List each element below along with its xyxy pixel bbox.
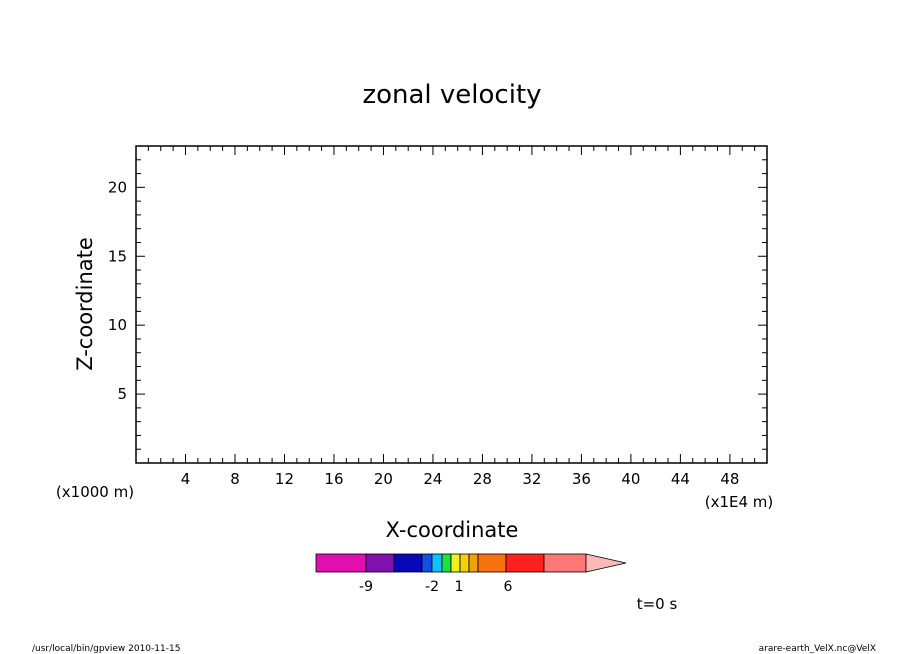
time-label: t=0 s xyxy=(637,595,678,613)
colorbar-segment xyxy=(450,553,461,573)
footer-left: /usr/local/bin/gpview 2010-11-15 xyxy=(32,644,180,654)
x-units-label: (x1E4 m) xyxy=(705,493,774,511)
y-tick-label: 20 xyxy=(108,178,127,196)
x-tick-labels: 4 8 12 16 20 24 28 32 36 40 44 48 xyxy=(181,470,740,488)
colorbar-segment xyxy=(441,553,452,573)
colorbar-extend-arrow xyxy=(585,553,627,573)
x-tick-label: 24 xyxy=(423,470,442,488)
x-tick-label: 40 xyxy=(621,470,640,488)
footer-right: arare-earth_VelX.nc@VelX xyxy=(759,644,876,654)
x-axis-ticks xyxy=(147,146,756,463)
colorbar-tick-label: 1 xyxy=(455,579,464,595)
y-tick-label: 10 xyxy=(108,316,127,334)
x-axis-label: X-coordinate xyxy=(386,518,519,542)
plot-frame xyxy=(135,145,768,464)
colorbar-tick-label: -9 xyxy=(359,579,373,595)
colorbar-segment xyxy=(459,553,470,573)
colorbar-segment xyxy=(505,553,545,573)
x-tick-label: 48 xyxy=(720,470,739,488)
colorbar-segment xyxy=(543,553,587,573)
colorbar xyxy=(315,553,627,573)
x-tick-label: 8 xyxy=(230,470,240,488)
y-axis-ticks xyxy=(136,159,767,450)
y-units-label: (x1000 m) xyxy=(56,483,134,501)
colorbar-segment xyxy=(365,553,395,573)
colorbar-tick-label: -2 xyxy=(425,579,439,595)
chart-title: zonal velocity xyxy=(362,80,541,110)
colorbar-segment xyxy=(431,553,443,573)
colorbar-segment xyxy=(421,553,433,573)
x-tick-label: 44 xyxy=(671,470,690,488)
colorbar-tick-label: 6 xyxy=(504,579,513,595)
colorbar-segment xyxy=(468,553,479,573)
y-axis-label: Z-coordinate xyxy=(73,237,97,371)
x-tick-label: 36 xyxy=(572,470,591,488)
x-tick-label: 32 xyxy=(522,470,541,488)
x-tick-label: 16 xyxy=(324,470,343,488)
colorbar-segment xyxy=(477,553,507,573)
colorbar-tick-labels: -9 -2 1 6 xyxy=(359,579,513,595)
colorbar-segment xyxy=(315,553,367,573)
x-tick-label: 12 xyxy=(275,470,294,488)
y-tick-label: 5 xyxy=(117,385,127,403)
x-tick-label: 28 xyxy=(473,470,492,488)
y-tick-labels: 5 10 15 20 xyxy=(108,178,127,403)
x-tick-label: 20 xyxy=(374,470,393,488)
colorbar-segment xyxy=(393,553,423,573)
y-tick-label: 15 xyxy=(108,247,127,265)
x-tick-label: 4 xyxy=(181,470,191,488)
